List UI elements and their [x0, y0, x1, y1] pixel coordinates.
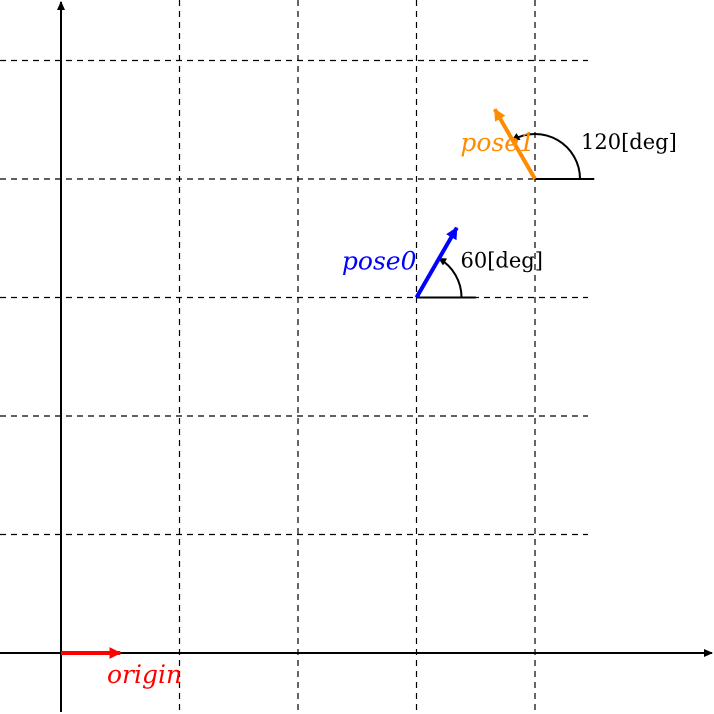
pose0-angle-arc [438, 257, 463, 298]
pose1-group: pose1 120[deg] [460, 108, 677, 181]
origin-pose: origin [61, 647, 182, 689]
pose0-angle-label: 60[deg] [461, 249, 543, 273]
pose0-arrow [414, 226, 459, 299]
origin-label: origin [107, 660, 182, 689]
pose1-angle-label: 120[deg] [581, 130, 677, 154]
pose0-label: pose0 [342, 247, 417, 276]
grid [0, 0, 588, 714]
pose1-angle-arc [511, 132, 582, 180]
pose1-label: pose1 [460, 128, 535, 157]
pose0-group: pose0 60[deg] [342, 226, 543, 299]
pose1-arrow [492, 108, 537, 181]
